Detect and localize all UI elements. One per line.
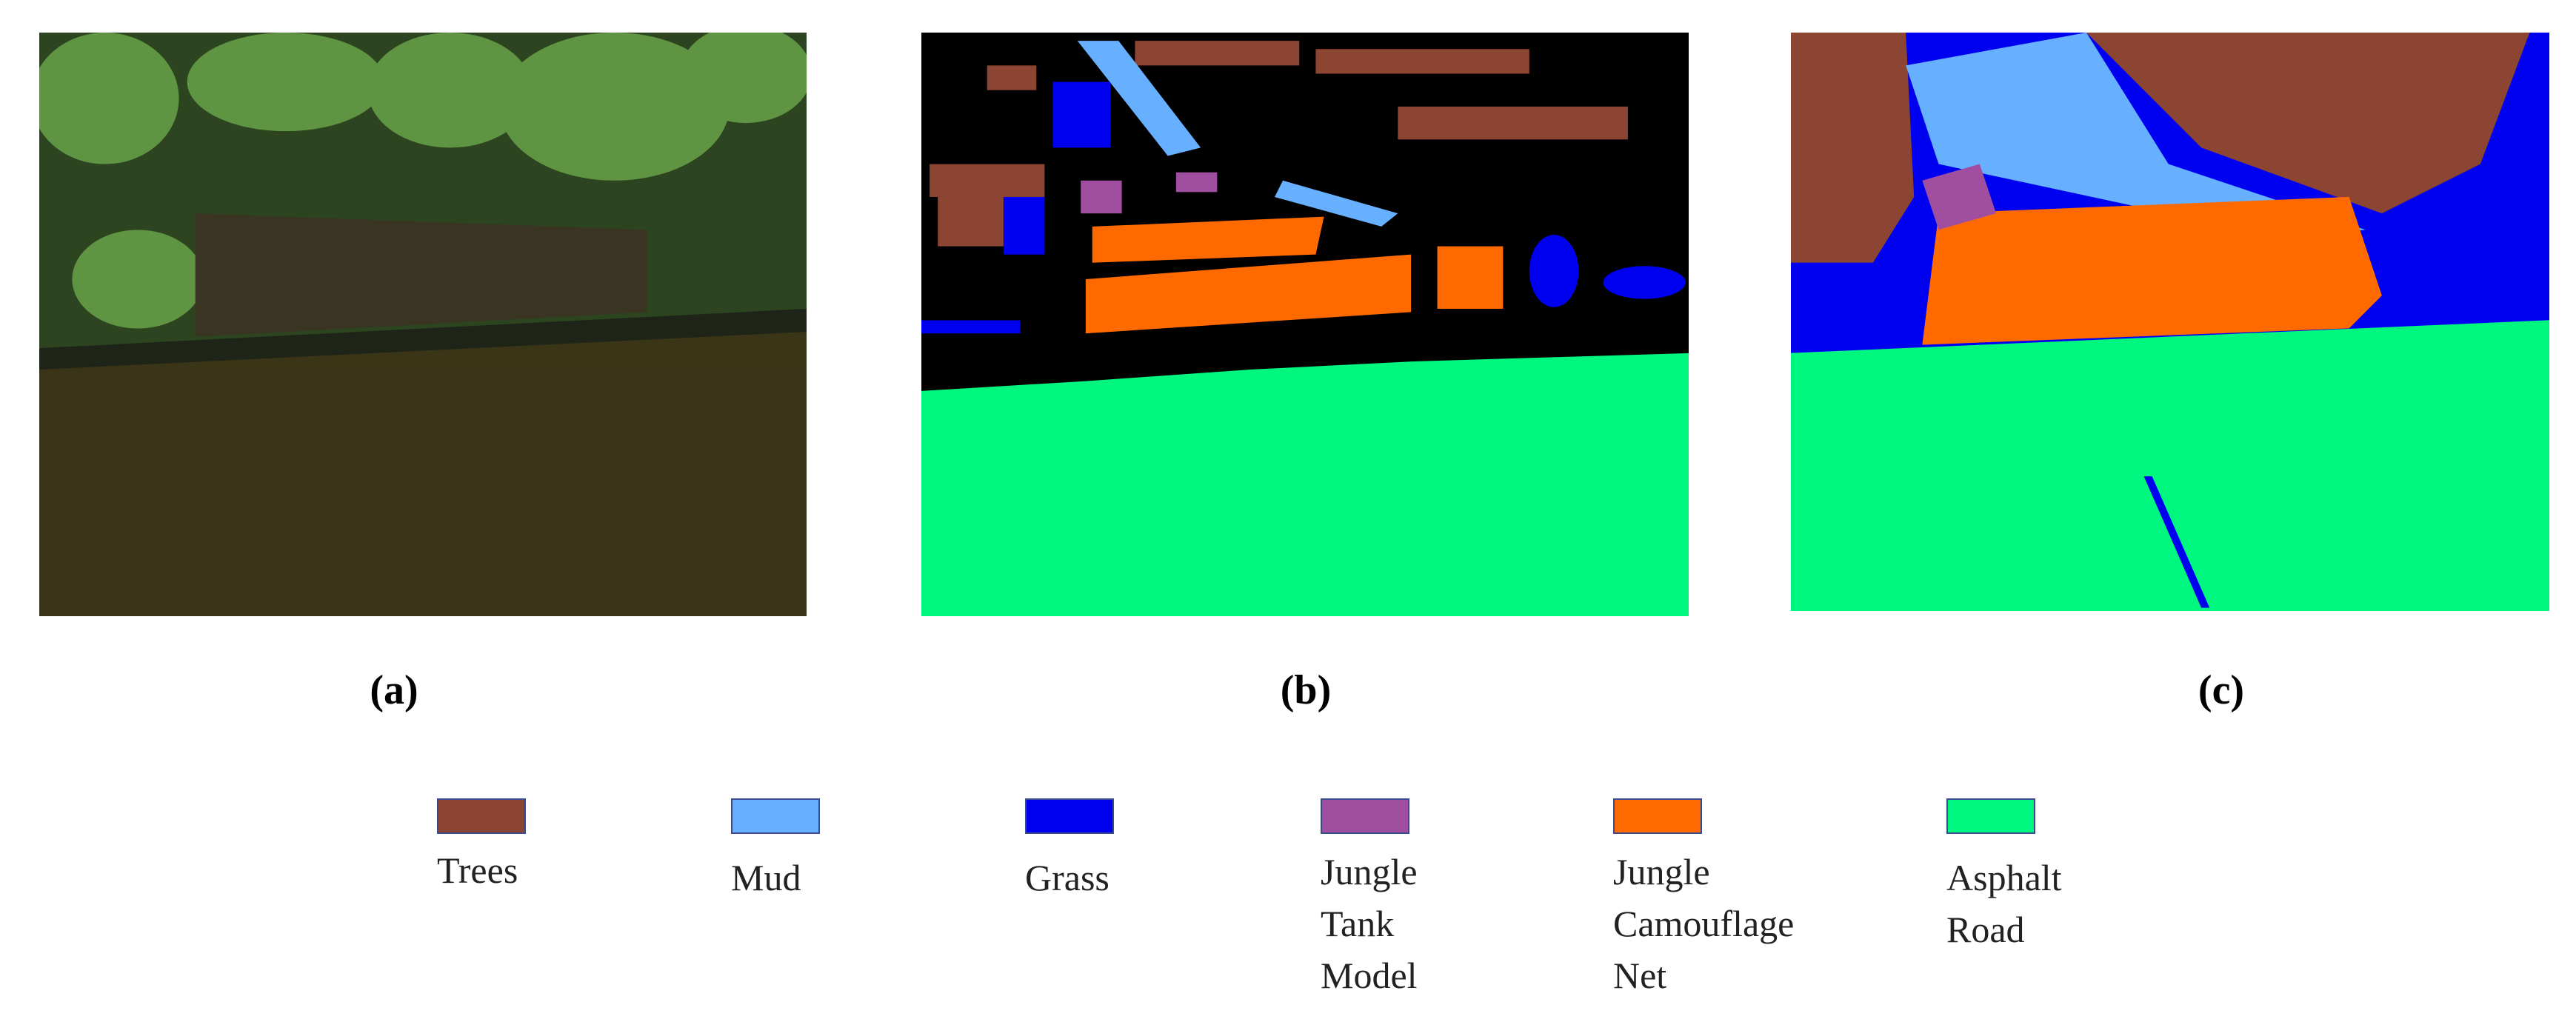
ground-truth bbox=[921, 33, 1689, 616]
legend-swatch bbox=[1613, 798, 1702, 834]
legend-label: Asphalt Road bbox=[1946, 857, 2062, 950]
prediction bbox=[1791, 33, 2549, 611]
panel-label: (c) bbox=[2198, 667, 2245, 713]
legend-label: Trees bbox=[437, 849, 518, 891]
legend-swatch bbox=[1025, 798, 1114, 834]
legend-swatch bbox=[731, 798, 820, 834]
panel-label: (a) bbox=[370, 667, 418, 713]
panel-label: (b) bbox=[1280, 667, 1332, 713]
rgb-image bbox=[39, 33, 807, 616]
legend-swatch bbox=[437, 798, 526, 834]
legend-label: Grass bbox=[1025, 857, 1110, 898]
legend-swatch bbox=[1321, 798, 1409, 834]
legend-swatch bbox=[1946, 798, 2035, 834]
legend-label: Jungle Tank Model bbox=[1321, 851, 1418, 996]
legend-label: Jungle Camouflage Net bbox=[1613, 851, 1795, 996]
legend-label: Mud bbox=[731, 857, 801, 898]
